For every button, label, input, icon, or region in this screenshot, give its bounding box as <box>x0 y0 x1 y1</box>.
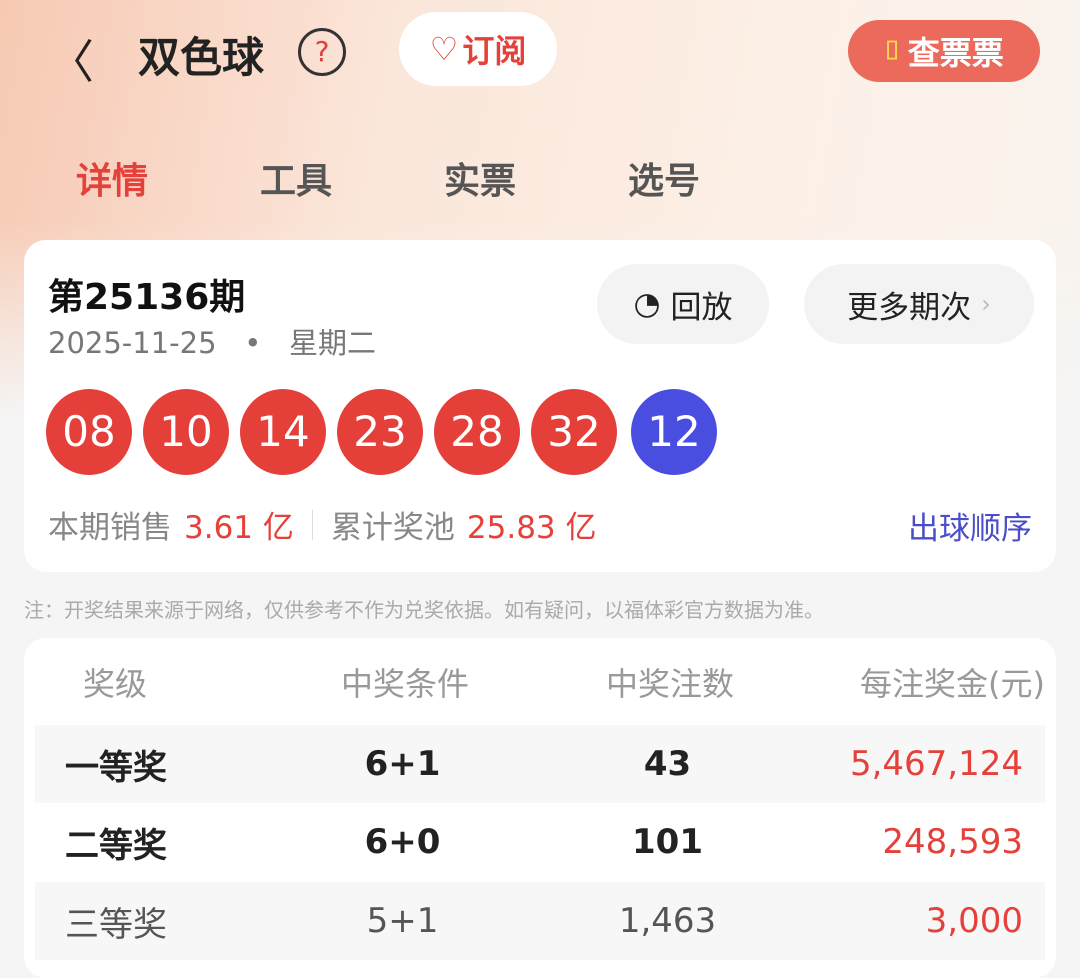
check-ticket-label: 查票票 <box>907 34 1004 72</box>
prize-amount: 3,000 <box>925 901 1023 941</box>
prize-condition: 6+0 <box>364 822 441 862</box>
replay-button[interactable]: ◔ 回放 <box>597 264 769 344</box>
prize-condition: 5+1 <box>366 901 439 941</box>
subscribe-button[interactable]: ♡ 订阅 <box>399 12 557 86</box>
tab-details[interactable]: 详情 <box>76 161 149 202</box>
red-ball: 10 <box>143 389 229 475</box>
red-ball: 23 <box>337 389 423 475</box>
tab-tools[interactable]: 工具 <box>260 161 333 202</box>
winner-count: 1,463 <box>618 901 717 941</box>
sales-info: 本期销售 3.61 亿 累计奖池 25.83 亿 <box>48 502 597 547</box>
table-header: 奖级 中奖条件 中奖注数 每注奖金(元) <box>35 643 1045 721</box>
winner-count: 101 <box>632 822 703 862</box>
red-ball: 14 <box>240 389 326 475</box>
red-ball: 28 <box>434 389 520 475</box>
table-row: 三等奖 5+1 1,463 3,000 <box>35 882 1045 960</box>
header-count: 中奖注数 <box>605 665 734 703</box>
more-issues-button[interactable]: 更多期次 › <box>804 264 1034 344</box>
header-condition: 中奖条件 <box>340 665 469 703</box>
red-ball: 08 <box>46 389 132 475</box>
page-title: 双色球 <box>138 33 265 82</box>
replay-label: 回放 <box>670 289 733 326</box>
help-icon[interactable]: ? <box>298 28 346 76</box>
replay-icon: ◔ <box>633 286 661 322</box>
sales-value: 3.61 亿 <box>184 510 294 546</box>
more-issues-label: 更多期次 <box>847 289 972 326</box>
disclaimer-note: 注：开奖结果来源于网络，仅供参考不作为兑奖依据。如有疑问，以福体彩官方数据为准。 <box>24 598 824 622</box>
prize-level: 二等奖 <box>65 825 167 866</box>
prize-level: 三等奖 <box>65 904 167 945</box>
draw-date: 2025-11-25 • 星期二 <box>48 326 376 360</box>
draw-order-link[interactable]: 出球顺序 <box>908 511 1032 547</box>
prize-amount: 248,593 <box>882 822 1023 862</box>
prize-level: 一等奖 <box>65 747 167 788</box>
red-ball: 32 <box>531 389 617 475</box>
table-row: 二等奖 6+0 101 248,593 <box>35 803 1045 881</box>
divider <box>311 509 313 540</box>
heart-plus-icon: ♡ <box>429 30 459 68</box>
check-ticket-button[interactable]: ⌷ 查票票 <box>848 20 1040 82</box>
back-icon[interactable]: 〈 <box>48 35 94 89</box>
pool-value: 25.83 亿 <box>466 510 597 546</box>
blue-ball: 12 <box>631 389 717 475</box>
header-amount: 每注奖金(元) <box>860 665 1045 703</box>
subscribe-label: 订阅 <box>462 32 527 70</box>
tab-pick-numbers[interactable]: 选号 <box>628 161 701 202</box>
pool-label: 累计奖池 <box>330 510 455 546</box>
tab-tickets[interactable]: 实票 <box>444 161 517 202</box>
header-level: 奖级 <box>83 665 148 703</box>
prize-amount: 5,467,124 <box>849 744 1023 784</box>
scan-icon: ⌷ <box>884 35 900 66</box>
prize-condition: 6+1 <box>364 744 441 784</box>
table-row: 一等奖 6+1 43 5,467,124 <box>35 725 1045 803</box>
winner-count: 43 <box>643 744 692 784</box>
issue-number: 第25136期 <box>48 277 246 318</box>
chevron-right-icon: › <box>981 290 991 318</box>
sales-label: 本期销售 <box>48 510 172 546</box>
